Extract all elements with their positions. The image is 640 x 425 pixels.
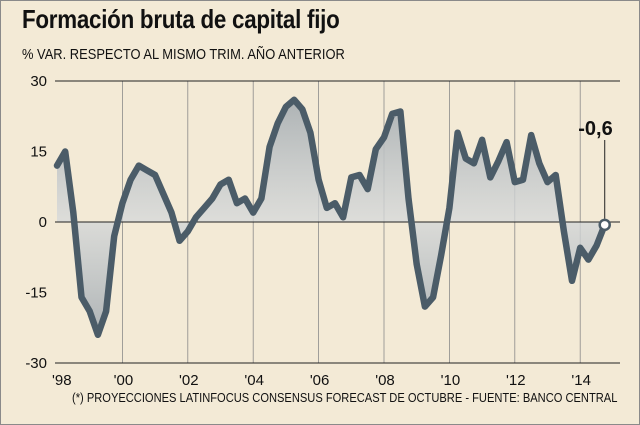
series-line-path [53,96,608,339]
y-tick-labels: 30 15 0 -15 -30 [25,73,47,372]
y-tick-label: 15 [30,144,47,161]
area-positive [57,99,605,222]
x-tick-label: '06 [310,372,330,389]
x-tick-label: '02 [179,372,199,389]
x-tick-label: '10 [441,372,461,389]
chart-title: Formación bruta de capital fijo [22,4,340,34]
y-tick-label: -30 [25,355,47,372]
y-tick-label: 0 [39,214,47,231]
y-tick-label: 30 [30,73,47,90]
axes [55,80,620,364]
footnote: (*) PROYECCIONES LATINFOCUS CONSENSUS FO… [72,391,618,405]
x-tick-label: '08 [375,372,395,389]
annotation-group: -0,6 [578,118,613,232]
x-tick-label: '04 [244,372,264,389]
chart-subtitle: % VAR. RESPECTO AL MISMO TRIM. AÑO ANTER… [22,46,345,63]
x-tick-label: '98 [52,372,72,389]
x-tick-label: '12 [506,372,526,389]
x-tick-label: '00 [114,372,134,389]
area-fill [57,99,605,335]
series-line [53,96,608,339]
last-value-marker [598,218,611,232]
annotation-label: -0,6 [578,118,612,140]
y-tick-label: -15 [25,285,47,302]
x-tick-labels: '98 '00 '02 '04 '06 '08 '10 '12 '14 [52,372,591,389]
x-tick-label: '14 [571,372,591,389]
